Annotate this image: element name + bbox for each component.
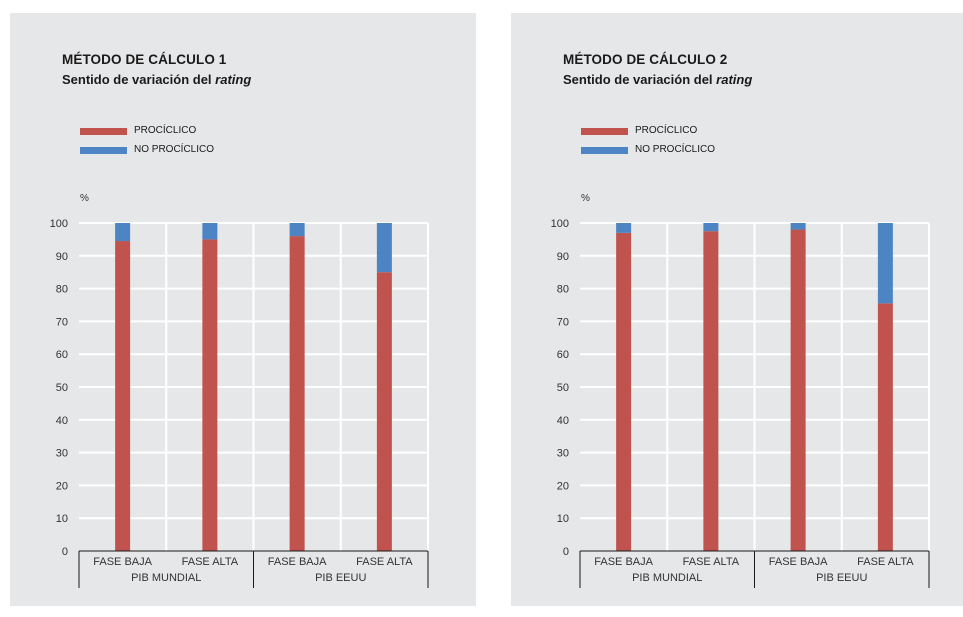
y-tick-label: 0: [563, 546, 569, 558]
subtitle-italic: rating: [215, 72, 252, 87]
bar-segment-no-prociclico: [202, 223, 218, 240]
bar-segment-no-prociclico: [703, 223, 719, 232]
bar-segment-prociclico: [703, 231, 719, 551]
y-tick-label: 10: [557, 513, 569, 525]
y-tick-label: 20: [557, 480, 569, 492]
bar-segment-prociclico: [877, 303, 893, 551]
y-tick-label: 80: [56, 284, 68, 296]
y-tick-label: 90: [557, 251, 569, 263]
bar-segment-prociclico: [115, 241, 131, 552]
bar-segment-no-prociclico: [115, 223, 131, 242]
y-unit-label: %: [80, 193, 89, 204]
y-tick-label: 30: [557, 448, 569, 460]
chart-title: MÉTODO DE CÁLCULO 1: [62, 52, 227, 67]
legend-label: NO PROCÍCLICO: [635, 144, 716, 155]
y-tick-label: 0: [62, 546, 68, 558]
bar-segment-no-prociclico: [616, 223, 632, 233]
subtitle-text: Sentido de variación del: [563, 72, 717, 87]
stacked-bar-chart: % 0 10 20 30 40 50 60 70 80 90 100 FASE BAJA FASE ALT…: [551, 193, 930, 588]
legend-swatch-no-prociclico: [581, 147, 628, 154]
y-tick-label: 70: [56, 316, 68, 328]
group-label: PIB MUNDIAL: [632, 572, 702, 584]
x-tick-label: FASE ALTA: [356, 556, 413, 568]
x-tick-label: FASE BAJA: [594, 556, 653, 568]
stacked-bar-chart: % 0 10 20 30 40 50 60 70 80 90 100 FASE BAJA FASE ALT…: [50, 193, 429, 588]
x-tick-label: FASE ALTA: [182, 556, 239, 568]
chart-title: MÉTODO DE CÁLCULO 2: [563, 52, 728, 67]
y-tick-label: 50: [557, 382, 569, 394]
legend-label: NO PROCÍCLICO: [134, 144, 215, 155]
bar-segment-no-prociclico: [877, 223, 893, 304]
legend-swatch-prociclico: [80, 128, 127, 135]
y-tick-label: 60: [56, 349, 68, 361]
y-unit-label: %: [581, 193, 590, 204]
subtitle-italic: rating: [716, 72, 753, 87]
group-label: PIB EEUU: [816, 572, 867, 584]
group-label: PIB MUNDIAL: [131, 572, 201, 584]
x-tick-label: FASE ALTA: [857, 556, 914, 568]
y-tick-label: 40: [56, 415, 68, 427]
x-tick-label: FASE BAJA: [93, 556, 152, 568]
bar-segment-prociclico: [790, 229, 806, 551]
y-tick-label: 100: [551, 218, 569, 230]
chart-panel-method-2: MÉTODO DE CÁLCULO 2 Sentido de variación…: [511, 13, 963, 606]
y-tick-label: 30: [56, 448, 68, 460]
bar-segment-no-prociclico: [376, 223, 392, 273]
y-tick-label: 50: [56, 382, 68, 394]
bar-segment-prociclico: [289, 236, 305, 551]
chart-subtitle: Sentido de variación del rating: [62, 72, 251, 87]
y-tick-label: 90: [56, 251, 68, 263]
subtitle-text: Sentido de variación del: [62, 72, 216, 87]
x-tick-label: FASE BAJA: [769, 556, 828, 568]
x-tick-label: FASE ALTA: [683, 556, 740, 568]
y-tick-label: 80: [557, 284, 569, 296]
y-tick-label: 20: [56, 480, 68, 492]
legend-label: PROCÍCLICO: [134, 125, 197, 136]
y-tick-label: 10: [56, 513, 68, 525]
y-tick-label: 60: [557, 349, 569, 361]
bar-segment-prociclico: [376, 272, 392, 551]
bar-segment-prociclico: [616, 232, 632, 551]
x-tick-label: FASE BAJA: [268, 556, 327, 568]
chart-subtitle: Sentido de variación del rating: [563, 72, 752, 87]
legend-swatch-no-prociclico: [80, 147, 127, 154]
legend-label: PROCÍCLICO: [635, 125, 698, 136]
bar-segment-no-prociclico: [790, 223, 806, 230]
y-tick-label: 70: [557, 316, 569, 328]
bar-segment-no-prociclico: [289, 223, 305, 237]
bar-segment-prociclico: [202, 239, 218, 551]
group-label: PIB EEUU: [315, 572, 366, 584]
y-tick-label: 100: [50, 218, 68, 230]
y-tick-label: 40: [557, 415, 569, 427]
chart-panel-method-1: MÉTODO DE CÁLCULO 1 Sentido de variación…: [10, 13, 476, 606]
legend-swatch-prociclico: [581, 128, 628, 135]
